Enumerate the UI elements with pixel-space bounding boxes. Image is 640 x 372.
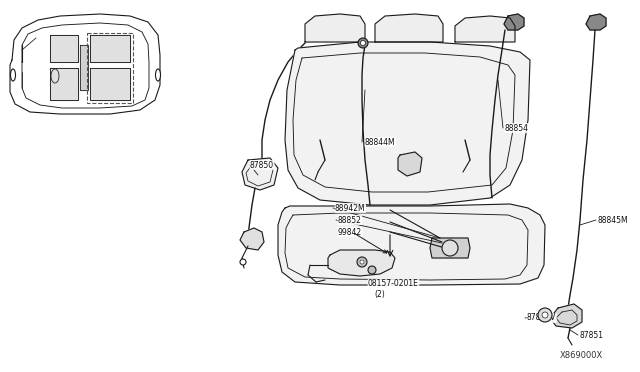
Text: 87851: 87851 <box>580 330 604 340</box>
Polygon shape <box>430 238 470 258</box>
Polygon shape <box>328 250 395 276</box>
Polygon shape <box>90 35 130 62</box>
Polygon shape <box>240 228 264 250</box>
Polygon shape <box>504 14 524 30</box>
Text: (2): (2) <box>374 289 385 298</box>
Text: 88844M: 88844M <box>365 138 396 147</box>
Ellipse shape <box>156 69 161 81</box>
Circle shape <box>358 38 368 48</box>
Polygon shape <box>285 42 530 205</box>
Text: 08157-0201E: 08157-0201E <box>368 279 419 289</box>
Polygon shape <box>398 152 422 176</box>
Text: 88845M: 88845M <box>598 215 628 224</box>
Circle shape <box>442 240 458 256</box>
Circle shape <box>368 266 376 274</box>
Ellipse shape <box>10 69 15 81</box>
Text: 88852: 88852 <box>338 215 362 224</box>
Polygon shape <box>550 304 582 328</box>
Polygon shape <box>90 68 130 100</box>
Polygon shape <box>50 68 78 100</box>
Polygon shape <box>375 14 443 42</box>
Polygon shape <box>278 204 545 285</box>
Text: X869000X: X869000X <box>560 351 604 360</box>
Text: 88942M: 88942M <box>335 203 365 212</box>
Polygon shape <box>10 14 160 114</box>
Polygon shape <box>50 35 78 62</box>
Polygon shape <box>586 14 606 30</box>
Circle shape <box>360 260 364 264</box>
Polygon shape <box>455 16 515 42</box>
Circle shape <box>360 41 365 45</box>
Bar <box>87 33 133 103</box>
Text: 87836V: 87836V <box>527 314 556 323</box>
Circle shape <box>538 308 552 322</box>
Circle shape <box>357 257 367 267</box>
Polygon shape <box>305 14 365 42</box>
Text: 99842: 99842 <box>338 228 362 237</box>
Text: 88854: 88854 <box>505 124 529 132</box>
Text: 87850: 87850 <box>250 160 274 170</box>
Circle shape <box>542 312 548 318</box>
Polygon shape <box>242 158 278 190</box>
Circle shape <box>240 259 246 265</box>
Polygon shape <box>80 45 88 90</box>
